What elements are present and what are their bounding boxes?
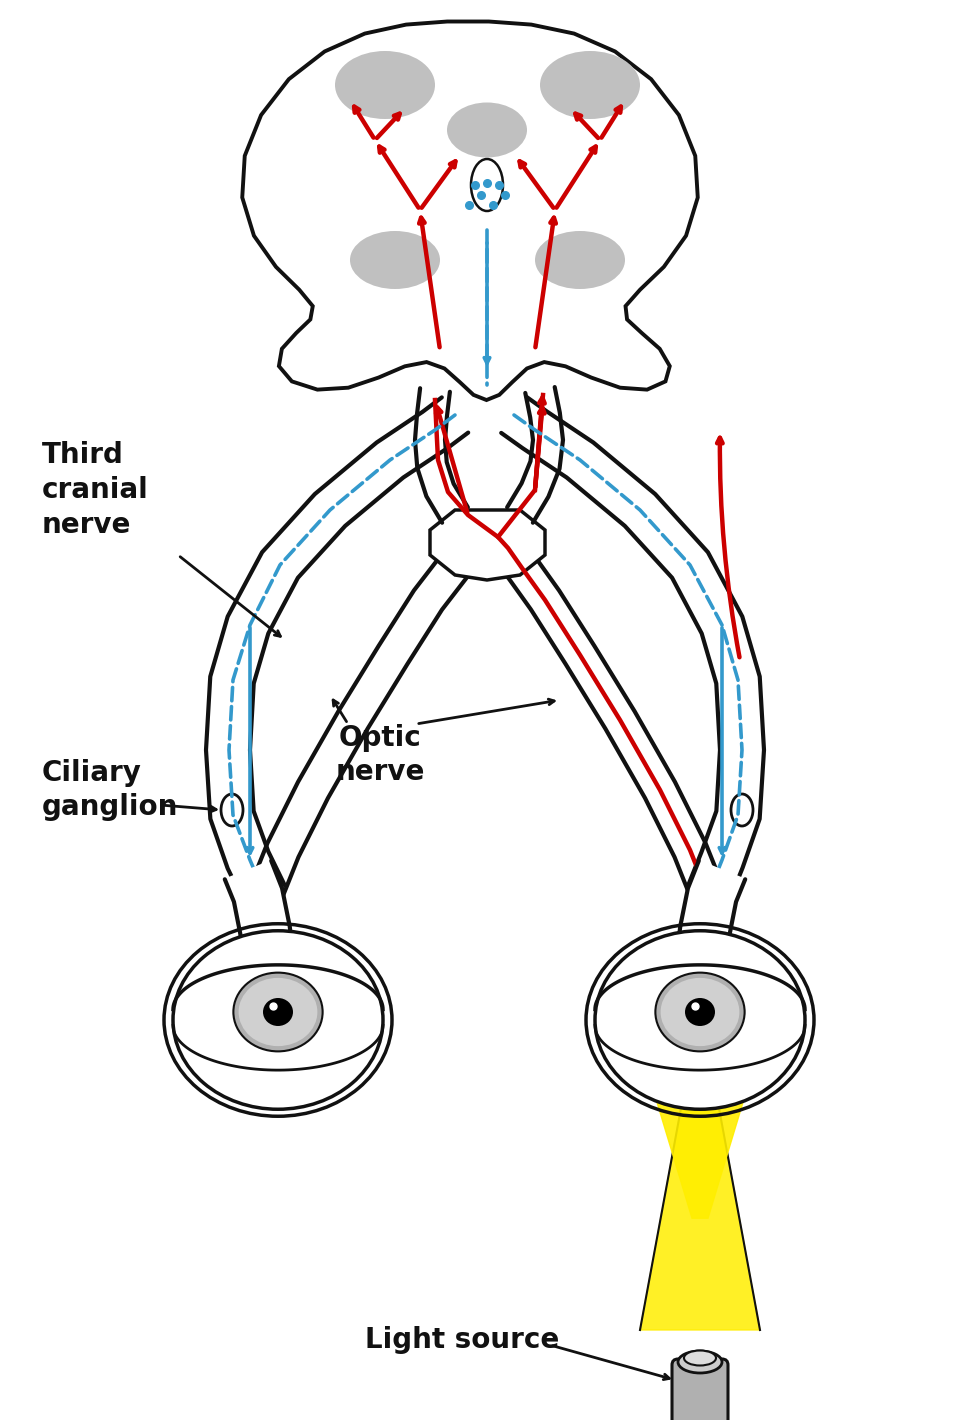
Ellipse shape [350,231,440,290]
Ellipse shape [678,1350,722,1373]
Text: Third
cranial
nerve: Third cranial nerve [42,442,149,538]
Text: Ciliary
ganglion: Ciliary ganglion [42,758,178,821]
Ellipse shape [595,930,805,1109]
Ellipse shape [447,102,527,158]
Polygon shape [225,861,295,973]
Text: Light source: Light source [365,1326,559,1355]
Text: Optic
nerve: Optic nerve [335,724,425,787]
Ellipse shape [471,159,503,212]
Polygon shape [640,1054,760,1331]
Ellipse shape [731,794,753,826]
Ellipse shape [234,973,322,1051]
Ellipse shape [685,998,715,1027]
Ellipse shape [684,1350,716,1366]
Ellipse shape [540,51,640,119]
Polygon shape [648,1072,752,1218]
Ellipse shape [535,231,625,290]
Polygon shape [507,388,563,523]
Ellipse shape [263,998,293,1027]
Ellipse shape [660,978,739,1047]
Polygon shape [483,523,724,902]
Polygon shape [206,398,468,905]
Polygon shape [502,398,764,903]
Ellipse shape [335,51,435,119]
Polygon shape [415,388,468,523]
Polygon shape [595,1020,805,1088]
Polygon shape [430,510,545,579]
FancyBboxPatch shape [672,1359,728,1420]
Polygon shape [675,861,745,973]
Ellipse shape [173,930,383,1109]
Polygon shape [243,21,697,400]
Ellipse shape [239,978,318,1047]
Polygon shape [249,523,492,902]
Ellipse shape [221,794,243,826]
Ellipse shape [656,973,745,1051]
